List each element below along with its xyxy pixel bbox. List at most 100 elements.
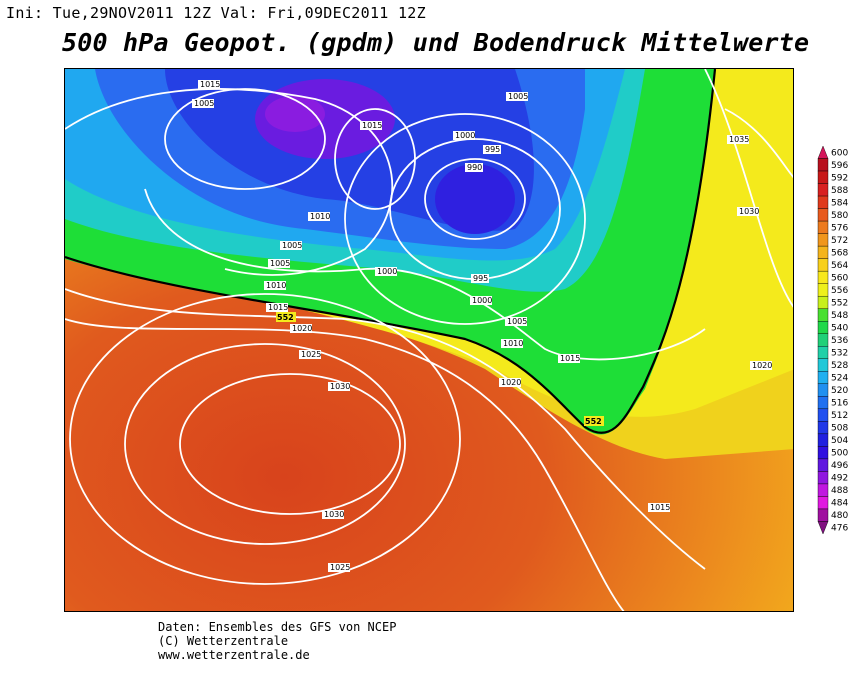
isobar-label: 1000 (455, 131, 475, 140)
legend-label: 596 (831, 161, 848, 171)
legend-swatch (817, 483, 829, 497)
legend-swatch (817, 283, 829, 297)
legend-swatch (817, 421, 829, 435)
legend-swatch (817, 170, 829, 184)
low-core (435, 164, 515, 234)
contour-label-552: 552 (277, 313, 294, 322)
isobar-label: 990 (467, 163, 482, 172)
isobar-label: 995 (473, 274, 488, 283)
legend-label: 532 (831, 349, 848, 359)
isobar-label: 995 (485, 145, 500, 154)
legend-label: 560 (831, 273, 848, 283)
legend-label: 512 (831, 411, 848, 421)
legend-swatch (817, 508, 829, 522)
legend-swatch (817, 471, 829, 485)
legend-label: 528 (831, 361, 848, 371)
legend-swatch (817, 258, 829, 272)
legend-swatch (817, 308, 829, 322)
legend-label: 572 (831, 236, 848, 246)
legend-label: 504 (831, 436, 848, 446)
isobar-label: 1005 (270, 259, 290, 268)
legend-swatch (817, 158, 829, 172)
legend-swatch (817, 408, 829, 422)
isobar-label: 1025 (330, 563, 350, 572)
isobar-label: 1015 (268, 303, 288, 312)
legend-label: 588 (831, 186, 848, 196)
isobar-label: 1000 (377, 267, 397, 276)
isobar-label: 1015 (200, 80, 220, 89)
legend-label: 492 (831, 474, 848, 484)
legend-label: 484 (831, 499, 848, 509)
isobar-label: 1035 (729, 135, 749, 144)
footer-line-copyright: (C) Wetterzentrale (158, 634, 289, 648)
legend-swatch (817, 321, 829, 334)
isobar-label: 1030 (324, 510, 344, 519)
isobar-label: 1030 (330, 382, 350, 391)
isobar-label: 1000 (472, 296, 492, 305)
legend-swatch (817, 195, 829, 209)
contour-labels: 552 552 (276, 312, 604, 426)
legend-label: 536 (831, 336, 848, 346)
legend-label: 584 (831, 198, 848, 208)
legend-label: 520 (831, 386, 848, 396)
valid-time: Fri,09DEC2011 12Z (267, 4, 426, 22)
isobar-label: 1005 (507, 317, 527, 326)
legend-swatch (817, 496, 829, 510)
footer-line-url[interactable]: www.wetterzentrale.de (158, 648, 310, 662)
legend-label: 552 (831, 298, 848, 308)
valid-label: Val: (220, 4, 258, 22)
legend-label: 564 (831, 261, 848, 271)
legend-label: 592 (831, 173, 848, 183)
isobar-label: 1025 (301, 350, 321, 359)
legend-label: 556 (831, 286, 848, 296)
legend-label: 500 (831, 449, 848, 459)
isobar-labels: 1015 1005 1015 1000 995 990 1005 1010 10… (192, 80, 772, 572)
legend-label: 508 (831, 424, 848, 434)
contour-label-552: 552 (585, 417, 602, 426)
isobar-label: 1005 (282, 241, 302, 250)
legend-swatch (817, 433, 829, 447)
legend-scale: 600 596 592 588 584 580 576 572 568 564 560 556 552 5… (817, 145, 848, 535)
isobar-label: 1030 (739, 207, 759, 216)
legend-label: 480 (831, 511, 848, 521)
isobar-label: 1020 (501, 378, 521, 387)
legend-label: 496 (831, 461, 848, 471)
legend-swatch (817, 183, 829, 197)
legend-label: 524 (831, 374, 848, 384)
isobar-label: 1020 (752, 361, 772, 370)
credits: Daten: Ensembles des GFS von NCEP (C) Wet… (158, 620, 396, 662)
legend-swatch (817, 446, 829, 460)
legend-swatch (817, 383, 829, 397)
init-time: Tue,29NOV2011 12Z (52, 4, 212, 22)
chart-title: 500 hPa Geopot. (gpdm) und Bodendruck Mi… (62, 28, 810, 57)
isobar-label: 1010 (503, 339, 523, 348)
legend-swatch (817, 295, 829, 309)
legend-swatch (817, 371, 829, 385)
color-legend: 600 596 592 588 584 580 576 572 568 564 560 556 552 5… (816, 140, 862, 540)
isobar-label: 1015 (650, 503, 670, 512)
isobar-label: 1010 (310, 212, 330, 221)
isobar-label: 1010 (266, 281, 286, 290)
isobar-label: 1015 (362, 121, 382, 130)
violet-center (265, 96, 325, 132)
legend-swatch (817, 270, 829, 284)
contour-552 (65, 69, 717, 434)
legend-swatch (817, 458, 829, 472)
weather-map: 1015 1005 1015 1000 995 990 1005 1010 10… (64, 68, 794, 612)
init-label: Ini: (6, 4, 44, 22)
legend-swatch (817, 245, 829, 259)
legend-swatch (817, 346, 829, 359)
legend-label: 600 (831, 148, 848, 158)
legend-label: 580 (831, 211, 848, 221)
legend-label: 476 (831, 524, 848, 534)
legend-label: 576 (831, 223, 848, 233)
legend-swatch (817, 208, 829, 222)
isobar-label: 1015 (560, 354, 580, 363)
legend-swatch (817, 220, 829, 234)
isobar-label: 1020 (292, 324, 312, 333)
isobar-label: 1005 (194, 99, 214, 108)
legend-label: 568 (831, 248, 848, 258)
legend-swatch (817, 145, 829, 159)
footer-line-data: Daten: Ensembles des GFS von NCEP (158, 620, 397, 634)
legend-swatch (817, 333, 829, 347)
